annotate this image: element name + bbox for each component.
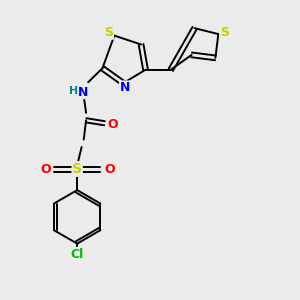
Text: S: S	[220, 26, 229, 39]
Text: Cl: Cl	[70, 248, 84, 260]
Text: O: O	[41, 163, 51, 176]
Text: N: N	[78, 85, 88, 98]
Text: N: N	[119, 81, 130, 94]
Text: O: O	[107, 118, 118, 131]
Text: O: O	[105, 163, 115, 176]
Text: S: S	[72, 162, 82, 176]
Text: H: H	[69, 86, 78, 96]
Text: S: S	[104, 26, 113, 39]
